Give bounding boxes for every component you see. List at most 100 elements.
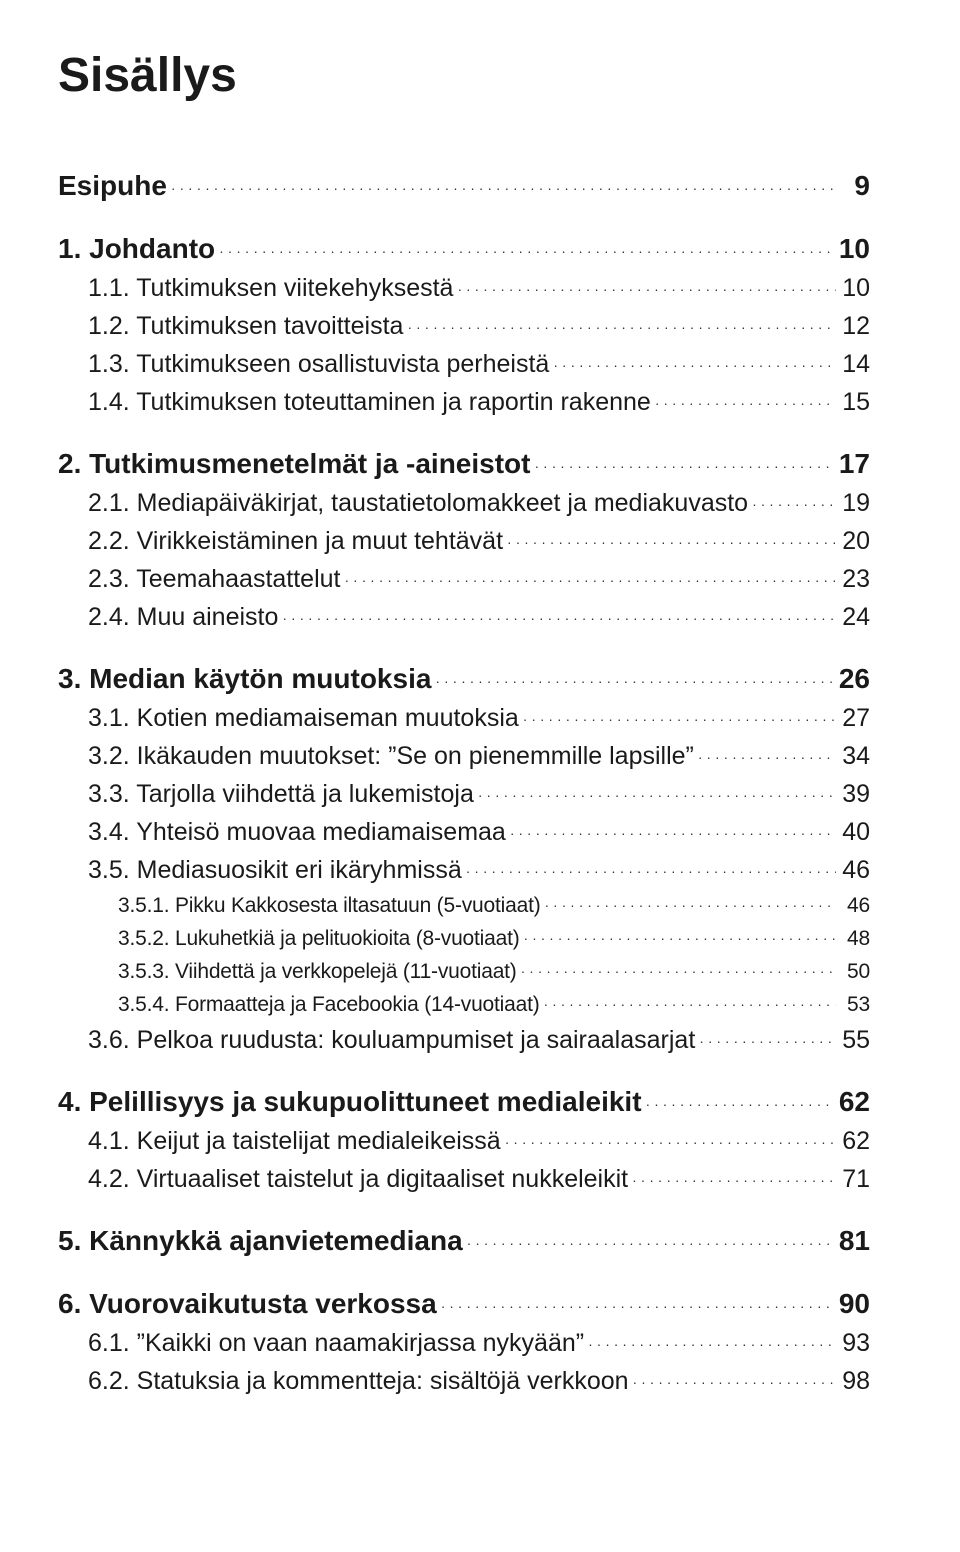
toc-entry-label: 3. Median käytön muutoksia [58,665,431,693]
toc-entry-label: 1.4. Tutkimuksen toteuttaminen ja raport… [88,390,651,415]
toc-entry-label: 1.1. Tutkimuksen viitekehyksestä [88,276,453,301]
toc-entry-page: 46 [840,858,870,883]
toc-entry-page: 26 [839,665,870,693]
toc-entry-label: 3.4. Yhteisö muovaa mediamaisemaa [88,820,506,845]
toc-entry: 6.2. Statuksia ja kommentteja: sisältöjä… [88,1364,870,1394]
toc-entry: 4. Pelillisyys ja sukupuolittuneet media… [58,1083,870,1116]
toc-entry-page: 81 [839,1227,870,1255]
toc-leader [282,600,836,625]
toc-leader [524,924,836,945]
toc-entry-page: 23 [840,567,870,592]
toc-entry: 5. Kännykkä ajanvietemediana 81 [58,1222,870,1255]
toc-leader [752,486,836,511]
toc-leader [467,1222,835,1250]
toc-leader [219,230,835,258]
toc-entry-label: 3.5.4. Formaatteja ja Facebookia (14-vuo… [118,994,540,1015]
toc-entry-page: 17 [839,450,870,478]
toc-entry-label: 3.5.3. Viihdettä ja verkkopelejä (11-vuo… [118,961,517,982]
toc-leader [521,957,836,978]
page-title: Sisällys [58,48,870,103]
toc-entry-page: 39 [840,782,870,807]
toc-entry-label: 3.5. Mediasuosikit eri ikäryhmissä [88,858,462,883]
toc-leader [510,815,836,840]
toc-leader [523,701,836,726]
toc-entry-page: 90 [839,1290,870,1318]
toc-entry-label: 3.5.1. Pikku Kakkosesta iltasatuun (5-vu… [118,895,541,916]
toc-entry: 1. Johdanto10 [58,230,870,263]
toc-entry: 3.5.3. Viihdettä ja verkkopelejä (11-vuo… [118,957,870,982]
toc-entry-page: 93 [840,1331,870,1356]
toc-leader [535,445,835,473]
toc-entry-page: 10 [839,235,870,263]
toc-entry-label: 2.1. Mediapäiväkirjat, taustatietolomakk… [88,491,748,516]
toc-entry-label: 1.2. Tutkimuksen tavoitteista [88,314,403,339]
toc-leader [698,739,836,764]
toc-entry-label: 6.1. ”Kaikki on vaan naamakirjassa nykyä… [88,1331,584,1356]
toc-entry-label: 6.2. Statuksia ja kommentteja: sisältöjä… [88,1369,629,1394]
toc-entry-page: 53 [840,994,870,1015]
toc-entry-page: 98 [840,1369,870,1394]
toc-entry: 1.1. Tutkimuksen viitekehyksestä 10 [88,271,870,301]
toc-entry: 2.4. Muu aineisto 24 [88,600,870,630]
toc-entry-label: 2.4. Muu aineisto [88,605,278,630]
table-of-contents: Esipuhe 9 1. Johdanto10 1.1. Tutkimuksen vi… [58,167,870,1394]
toc-leader [633,1364,836,1389]
toc-entry-page: 62 [840,1129,870,1154]
toc-entry: 3.6. Pelkoa ruudusta: kouluampumiset ja … [88,1023,870,1053]
toc-leader [632,1162,836,1187]
toc-leader [699,1023,836,1048]
toc-entry-label: 3.3. Tarjolla viihdettä ja lukemistoja [88,782,474,807]
toc-entry-label: 1.3. Tutkimukseen osallistuvista perheis… [88,352,549,377]
toc-entry: 4.1. Keijut ja taistelijat medialeikeiss… [88,1124,870,1154]
toc-leader [435,660,834,688]
toc-leader [345,562,837,587]
toc-entry: 4.2. Virtuaaliset taistelut ja digitaali… [88,1162,870,1192]
toc-entry-label: 6. Vuorovaikutusta verkossa [58,1290,437,1318]
toc-entry-page: 55 [840,1028,870,1053]
toc-entry-page: 46 [840,895,870,916]
toc-entry: 3. Median käytön muutoksia 26 [58,660,870,693]
toc-entry-label: 5. Kännykkä ajanvietemediana [58,1227,463,1255]
toc-entry: 3.4. Yhteisö muovaa mediamaisemaa40 [88,815,870,845]
toc-leader [478,777,836,802]
toc-leader [441,1285,835,1313]
toc-entry-page: 62 [839,1088,870,1116]
toc-entry: 3.5. Mediasuosikit eri ikäryhmissä 46 [88,853,870,883]
toc-leader [646,1083,835,1111]
toc-entry-page: 50 [840,961,870,982]
toc-entry-label: 2. Tutkimusmenetelmät ja -aineistot [58,450,531,478]
toc-entry: 3.1. Kotien mediamaiseman muutoksia27 [88,701,870,731]
toc-entry-label: 4.1. Keijut ja taistelijat medialeikeiss… [88,1129,501,1154]
toc-entry-label: 4. Pelillisyys ja sukupuolittuneet media… [58,1088,642,1116]
toc-entry: 3.5.2. Lukuhetkiä ja pelituokioita (8-vu… [118,924,870,949]
toc-leader [466,853,836,878]
toc-entry-label: 3.1. Kotien mediamaiseman muutoksia [88,706,519,731]
toc-entry: 1.3. Tutkimukseen osallistuvista perheis… [88,347,870,377]
toc-entry: Esipuhe 9 [58,167,870,200]
toc-entry-label: 4.2. Virtuaaliset taistelut ja digitaali… [88,1167,628,1192]
toc-entry-page: 10 [840,276,870,301]
toc-entry-label: 3.5.2. Lukuhetkiä ja pelituokioita (8-vu… [118,928,520,949]
toc-leader [588,1326,836,1351]
toc-entry-page: 15 [840,390,870,415]
toc-entry-label: Esipuhe [58,172,167,200]
toc-entry: 3.5.4. Formaatteja ja Facebookia (14-vuo… [118,990,870,1015]
toc-entry: 1.2. Tutkimuksen tavoitteista 12 [88,309,870,339]
toc-entry: 3.5.1. Pikku Kakkosesta iltasatuun (5-vu… [118,891,870,916]
toc-entry-label: 2.2. Virikkeistäminen ja muut tehtävät [88,529,503,554]
toc-entry-page: 9 [840,172,870,200]
toc-entry: 2. Tutkimusmenetelmät ja -aineistot 17 [58,445,870,478]
toc-entry-page: 24 [840,605,870,630]
toc-entry: 3.2. Ikäkauden muutokset: ”Se on pienemm… [88,739,870,769]
toc-entry: 6. Vuorovaikutusta verkossa 90 [58,1285,870,1318]
toc-entry-label: 2.3. Teemahaastattelut [88,567,341,592]
toc-leader [545,891,837,912]
toc-entry: 2.2. Virikkeistäminen ja muut tehtävät20 [88,524,870,554]
toc-leader [407,309,836,334]
toc-entry-page: 71 [840,1167,870,1192]
toc-entry: 3.3. Tarjolla viihdettä ja lukemistoja 39 [88,777,870,807]
toc-entry: 2.3. Teemahaastattelut 23 [88,562,870,592]
toc-leader [507,524,836,549]
toc-entry-page: 12 [840,314,870,339]
toc-leader [553,347,836,372]
